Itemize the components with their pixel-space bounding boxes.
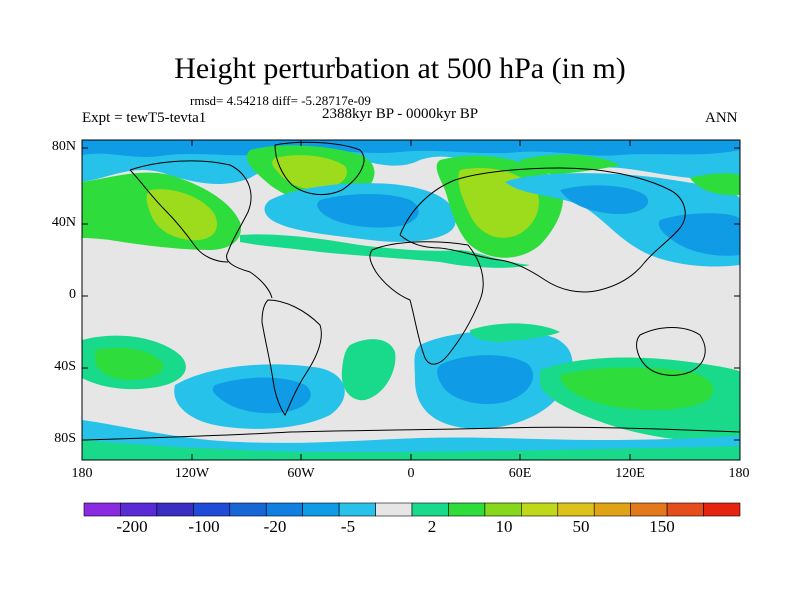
- colorbar-swatch: [229, 502, 267, 517]
- colorbar-label: -200: [116, 517, 148, 536]
- colorbar-swatch: [83, 502, 121, 517]
- colorbar-label: 50: [572, 517, 590, 536]
- colorbar-swatch: [557, 502, 595, 517]
- south-america-coast: [261, 299, 322, 416]
- stats-line: rmsd= 4.54218 diff= -5.28717e-09: [190, 93, 371, 108]
- lat-tick-label: 80N: [51, 139, 76, 154]
- north-america-positive-core: [146, 189, 218, 241]
- colorbar-swatch: [120, 502, 158, 517]
- colorbar-swatch: [630, 502, 668, 517]
- south-atlantic-positive: [341, 339, 396, 401]
- lon-tick-label: 180: [728, 466, 750, 481]
- colorbar-swatch: [484, 502, 522, 517]
- colorbar-swatch: [411, 502, 449, 517]
- lon-tick-label: 120E: [615, 466, 645, 481]
- africa-coast: [369, 241, 484, 365]
- antarctic-positive: [82, 440, 740, 460]
- colorbar-swatch: [521, 502, 559, 517]
- colorbar-label: -100: [188, 517, 220, 536]
- colorbar-swatch: [593, 502, 631, 517]
- colorbar-swatch: [193, 502, 231, 517]
- lon-tick-label: 0: [407, 466, 415, 481]
- map-title: Height perturbation at 500 hPa (in m): [174, 52, 626, 85]
- map-ticks: [82, 140, 740, 460]
- siberia-positive: [520, 154, 620, 175]
- indian-ocean-positive: [470, 323, 560, 342]
- antarctica-coast: [82, 426, 740, 441]
- indian-ocean-negative-core: [437, 355, 534, 405]
- south-pacific-positive-core: [95, 347, 164, 380]
- lon-tick-label: 60W: [287, 466, 315, 481]
- lat-tick-label: 40N: [51, 215, 76, 230]
- lon-tick-label: 120W: [174, 466, 210, 481]
- eurasia-coast: [399, 167, 686, 293]
- coastlines: [82, 141, 740, 441]
- period-label: 2388kyr BP - 0000kyr BP: [322, 106, 479, 122]
- colorbar-swatch: [703, 502, 741, 517]
- north-pacific-negative-core: [560, 185, 649, 215]
- australia-coast: [636, 327, 706, 376]
- lat-tick-label: 80S: [54, 431, 76, 446]
- nw-pacific-negative-core: [658, 213, 740, 256]
- subtropical-positive-band: [240, 234, 530, 268]
- south-america-negative-core: [212, 377, 311, 414]
- season-label: ANN: [705, 110, 738, 126]
- colorbar-label: 10: [495, 517, 513, 536]
- colorbar: [83, 502, 741, 517]
- colorbar-swatch: [156, 502, 194, 517]
- lon-tick-label: 180: [71, 466, 93, 481]
- colorbar-swatch: [448, 502, 486, 517]
- colorbar-swatch: [338, 502, 376, 517]
- north-america-coast: [129, 160, 273, 299]
- colorbar-label: 150: [649, 517, 675, 536]
- colorbar-label: -5: [340, 517, 356, 536]
- lat-tick-label: 40S: [54, 359, 76, 374]
- colorbar-swatch: [302, 502, 340, 517]
- greenland-positive-core: [272, 155, 348, 190]
- colorbar-label: 2: [427, 517, 437, 536]
- east-pacific-positive: [690, 173, 740, 196]
- colorbar-label: -20: [263, 517, 287, 536]
- atlantic-negative-core: [317, 194, 419, 228]
- map-field: [82, 140, 740, 460]
- colorbar-swatch: [265, 502, 303, 517]
- experiment-label: Expt = tewT5-tevta1: [82, 110, 207, 126]
- lon-tick-label: 60E: [508, 466, 532, 481]
- greenland-coast: [274, 141, 365, 196]
- colorbar-swatch: [375, 502, 413, 517]
- lat-tick-label: 0: [69, 287, 76, 302]
- australia-positive-core: [560, 367, 714, 410]
- arctic-negative-core: [82, 140, 740, 157]
- colorbar-swatch: [666, 502, 704, 517]
